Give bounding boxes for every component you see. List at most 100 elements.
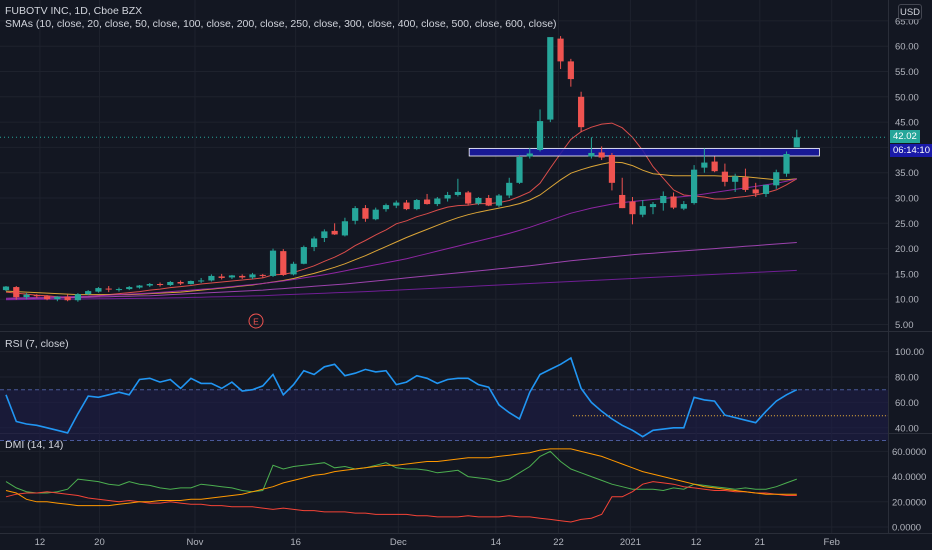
candle-body bbox=[33, 295, 40, 297]
candle-body bbox=[536, 121, 544, 150]
candle-body bbox=[793, 137, 800, 148]
candle-body bbox=[167, 281, 174, 286]
time-axis[interactable]: 12 20 Nov 16 Dec 14 22 2021 12 21 Feb bbox=[35, 537, 840, 548]
candle-body bbox=[105, 288, 112, 290]
countdown-tag: 06:14:10 bbox=[890, 144, 932, 157]
candle-body bbox=[54, 296, 61, 300]
candle-body bbox=[670, 196, 677, 208]
time-tick-label: 12 bbox=[35, 537, 46, 548]
dmi-tick-label: 0.0000 bbox=[892, 523, 921, 534]
candle-body bbox=[680, 204, 687, 209]
price-tick-label: 20.00 bbox=[895, 244, 919, 255]
candle-body bbox=[721, 171, 728, 182]
candle-body bbox=[506, 182, 513, 196]
price-pane[interactable] bbox=[0, 36, 888, 302]
candle-body bbox=[300, 247, 307, 264]
candle-body bbox=[711, 161, 718, 172]
candle-body bbox=[43, 296, 51, 300]
price-tick-label: 10.00 bbox=[895, 295, 919, 306]
candle-body bbox=[557, 38, 564, 62]
candle-body bbox=[773, 172, 780, 186]
dmi-tick-label: 60.0000 bbox=[892, 447, 926, 458]
candle-body bbox=[526, 153, 533, 157]
zone-rectangle bbox=[468, 148, 820, 157]
earnings-circle bbox=[248, 313, 264, 329]
candle-body bbox=[403, 202, 410, 210]
candle-body bbox=[567, 61, 574, 80]
candle-body bbox=[465, 192, 472, 204]
candle-body bbox=[423, 199, 431, 205]
time-tick-label: 21 bbox=[755, 537, 766, 548]
candle-body bbox=[331, 230, 338, 235]
candle-body bbox=[608, 154, 616, 183]
candle-body bbox=[752, 189, 759, 194]
candle-body bbox=[136, 285, 143, 288]
price-tick-label: 15.00 bbox=[895, 269, 919, 280]
time-tick-label: Feb bbox=[824, 537, 840, 548]
candle-body bbox=[126, 287, 133, 290]
price-tick-label: 65.00 bbox=[895, 16, 919, 27]
time-tick-label: 16 bbox=[290, 537, 301, 548]
sma-line bbox=[5, 242, 797, 300]
time-tick-label: 22 bbox=[553, 537, 564, 548]
candle-body bbox=[547, 37, 554, 120]
candle-body bbox=[475, 198, 482, 204]
candle-body bbox=[413, 200, 420, 210]
time-tick-label: 14 bbox=[491, 537, 502, 548]
earnings-marker[interactable]: E bbox=[248, 313, 264, 329]
dmi-tick-label: 20.0000 bbox=[892, 497, 926, 508]
symbol-title[interactable]: FUBOTV INC, 1D, Cboe BZX bbox=[5, 5, 143, 17]
rsi-legend[interactable]: RSI (7, close) bbox=[5, 338, 69, 350]
price-tick-label: 50.00 bbox=[895, 92, 919, 103]
candle-body bbox=[228, 275, 236, 278]
earnings-label: E bbox=[253, 317, 259, 327]
price-tick-label: 35.00 bbox=[895, 168, 919, 179]
currency-button[interactable]: USD bbox=[898, 4, 922, 20]
rsi-tick-label: 60.00 bbox=[895, 398, 919, 409]
candle-body bbox=[598, 152, 605, 158]
candle-body bbox=[639, 206, 646, 215]
candle-body bbox=[701, 162, 708, 168]
candle-body bbox=[619, 194, 626, 209]
candle-body bbox=[732, 176, 739, 182]
candle-body bbox=[649, 204, 657, 208]
rsi-band-fill bbox=[0, 389, 888, 441]
candle-body bbox=[372, 209, 379, 220]
candle-body bbox=[454, 191, 461, 195]
dmi-tick-label: 40.0000 bbox=[892, 472, 926, 483]
candle-body bbox=[352, 208, 359, 221]
dmi-line bbox=[5, 448, 797, 507]
rsi-tick-label: 100.00 bbox=[895, 347, 924, 358]
candle-body bbox=[187, 280, 194, 285]
candle-body bbox=[280, 251, 287, 275]
rsi-line bbox=[5, 356, 798, 438]
candle-body bbox=[218, 276, 225, 278]
price-axis[interactable]: 65.00 60.00 55.00 50.00 45.00 40.00 35.00 30.00… bbox=[892, 16, 926, 533]
sma-legend[interactable]: SMAs (10, close, 20, close, 50, close, 1… bbox=[5, 18, 557, 30]
candle-body bbox=[588, 152, 595, 157]
candle-body bbox=[198, 280, 205, 282]
candle-body bbox=[444, 194, 451, 199]
candle-body bbox=[495, 195, 503, 206]
candle-body bbox=[393, 202, 400, 206]
price-tick-label: 25.00 bbox=[895, 219, 919, 230]
candle-body bbox=[249, 274, 256, 278]
price-tick-label: 30.00 bbox=[895, 194, 919, 205]
candle-body bbox=[629, 201, 636, 215]
rsi-tick-label: 40.00 bbox=[895, 423, 919, 434]
rsi-pane[interactable] bbox=[0, 356, 888, 441]
candle-body bbox=[64, 296, 71, 301]
candle-body bbox=[115, 289, 123, 291]
candle-body bbox=[74, 294, 81, 301]
time-tick-label: Nov bbox=[187, 537, 204, 548]
candle-body bbox=[382, 205, 390, 210]
rsi-tick-label: 80.00 bbox=[895, 373, 919, 384]
price-tick-label: 45.00 bbox=[895, 118, 919, 129]
candle-body bbox=[259, 274, 266, 276]
dmi-pane[interactable] bbox=[5, 448, 797, 523]
candle-body bbox=[660, 195, 667, 204]
dmi-legend[interactable]: DMI (14, 14) bbox=[5, 439, 64, 451]
candle-body bbox=[690, 169, 698, 204]
price-tick-label: 55.00 bbox=[895, 67, 919, 78]
